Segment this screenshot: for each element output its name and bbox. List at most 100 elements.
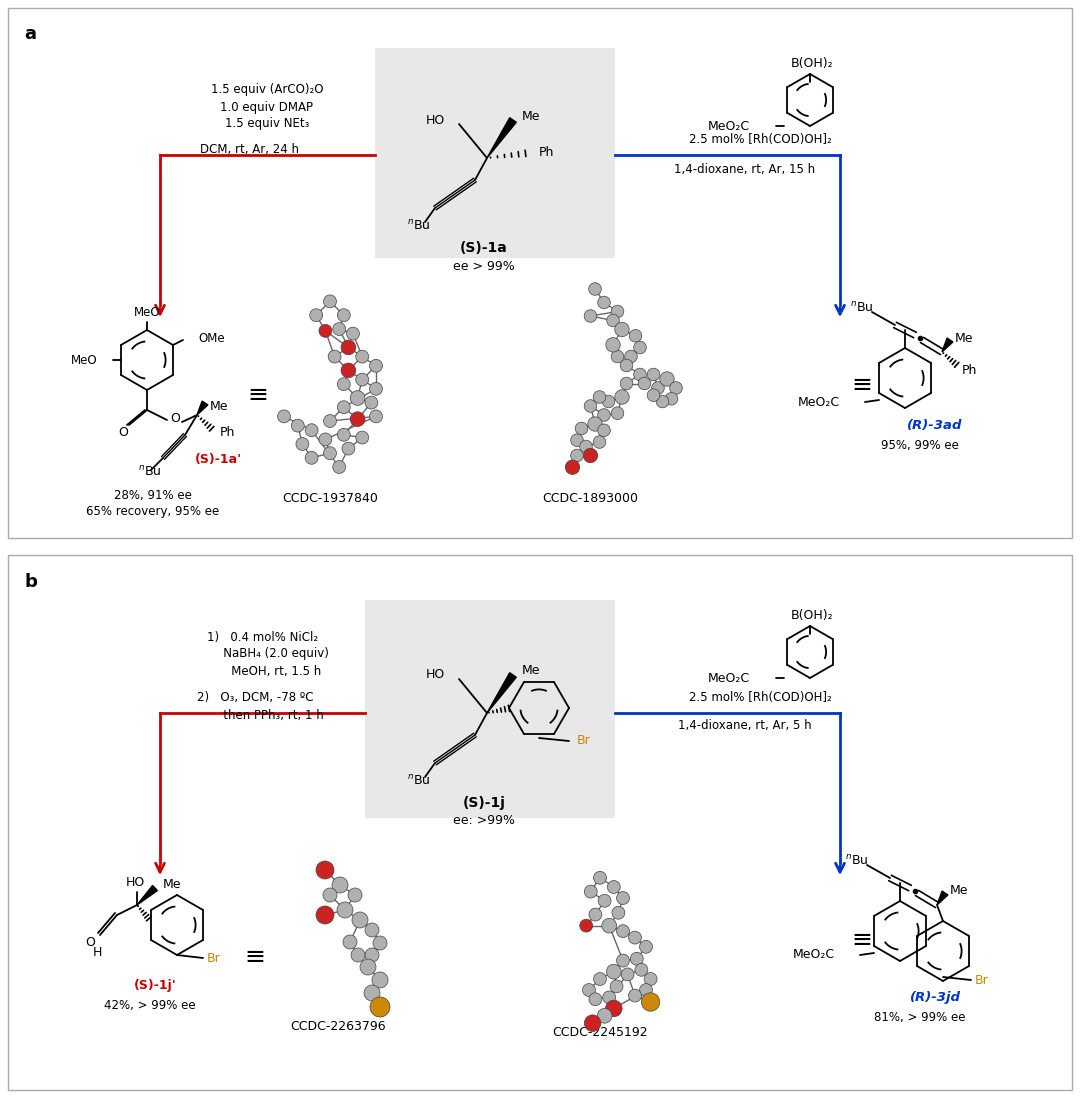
Circle shape: [342, 442, 355, 455]
Text: HO: HO: [125, 875, 145, 888]
Circle shape: [369, 410, 382, 423]
Circle shape: [323, 888, 337, 903]
Text: 1,4-dioxane, rt, Ar, 5 h: 1,4-dioxane, rt, Ar, 5 h: [678, 719, 812, 732]
Circle shape: [365, 923, 379, 937]
Text: Me: Me: [522, 665, 540, 678]
Text: MeO: MeO: [70, 354, 97, 367]
Circle shape: [319, 433, 332, 446]
Circle shape: [350, 412, 365, 426]
Circle shape: [651, 381, 664, 395]
Circle shape: [570, 450, 583, 462]
Text: O: O: [170, 411, 180, 424]
Circle shape: [615, 322, 630, 337]
Circle shape: [617, 925, 630, 938]
Text: Br: Br: [207, 951, 220, 964]
Circle shape: [365, 396, 378, 409]
Circle shape: [647, 389, 660, 401]
Circle shape: [631, 952, 644, 965]
Text: 95%, 99% ee: 95%, 99% ee: [881, 439, 959, 452]
Circle shape: [611, 407, 624, 420]
Circle shape: [337, 309, 350, 322]
Text: then PPh₃, rt, 1 h: then PPh₃, rt, 1 h: [197, 709, 323, 722]
Polygon shape: [937, 892, 948, 905]
Circle shape: [639, 984, 652, 996]
Circle shape: [612, 906, 625, 919]
Circle shape: [347, 327, 360, 341]
Text: 1.0 equiv DMAP: 1.0 equiv DMAP: [220, 100, 313, 114]
Text: H: H: [92, 946, 102, 959]
Bar: [8, 555, 1072, 1090]
Polygon shape: [197, 401, 208, 415]
Text: Ph: Ph: [220, 425, 235, 439]
Circle shape: [337, 378, 350, 390]
Text: 81%, > 99% ee: 81%, > 99% ee: [874, 1012, 966, 1025]
Circle shape: [624, 350, 637, 363]
Circle shape: [589, 908, 602, 921]
Circle shape: [324, 446, 337, 460]
Text: O: O: [118, 426, 127, 440]
Text: Me: Me: [210, 400, 229, 412]
Text: 2.5 mol% [Rh(COD)OH]₂: 2.5 mol% [Rh(COD)OH]₂: [689, 691, 832, 704]
Circle shape: [665, 392, 678, 406]
Circle shape: [635, 963, 648, 976]
Circle shape: [341, 363, 355, 378]
Text: 42%, > 99% ee: 42%, > 99% ee: [104, 998, 195, 1012]
Text: MeO₂C: MeO₂C: [798, 396, 840, 409]
Circle shape: [351, 948, 365, 962]
Circle shape: [370, 997, 390, 1017]
Text: 1.5 equiv (ArCO)₂O: 1.5 equiv (ArCO)₂O: [211, 84, 323, 97]
Text: $^n$Bu: $^n$Bu: [407, 219, 431, 233]
Text: (R)-3jd: (R)-3jd: [909, 992, 960, 1005]
Text: ee: >99%: ee: >99%: [453, 814, 515, 828]
Text: CCDC-2263796: CCDC-2263796: [291, 1020, 386, 1034]
Text: CCDC-1893000: CCDC-1893000: [542, 491, 638, 505]
Circle shape: [620, 377, 633, 390]
Circle shape: [589, 993, 602, 1006]
Text: (S)-1j: (S)-1j: [462, 796, 505, 810]
Text: HO: HO: [426, 114, 445, 127]
Circle shape: [584, 310, 597, 322]
Text: B(OH)₂: B(OH)₂: [791, 608, 834, 622]
Circle shape: [597, 296, 610, 309]
Circle shape: [593, 435, 606, 449]
Circle shape: [603, 396, 615, 408]
Text: Br: Br: [577, 735, 591, 747]
Text: (S)-1a': (S)-1a': [195, 454, 242, 466]
Bar: [375, 48, 615, 258]
Circle shape: [333, 323, 346, 335]
Circle shape: [630, 329, 642, 342]
Circle shape: [337, 401, 350, 413]
Circle shape: [644, 973, 657, 985]
Circle shape: [620, 359, 633, 371]
Circle shape: [597, 424, 610, 436]
Circle shape: [584, 885, 597, 898]
Circle shape: [372, 972, 388, 988]
Circle shape: [597, 1008, 612, 1023]
Text: NaBH₄ (2.0 equiv): NaBH₄ (2.0 equiv): [197, 648, 329, 660]
Text: Me: Me: [522, 109, 540, 122]
Circle shape: [603, 991, 616, 1004]
Circle shape: [316, 861, 334, 879]
Circle shape: [278, 410, 291, 423]
Circle shape: [348, 888, 362, 903]
Circle shape: [352, 912, 368, 928]
Circle shape: [615, 390, 630, 404]
Text: 65% recovery, 95% ee: 65% recovery, 95% ee: [86, 506, 219, 519]
Text: B(OH)₂: B(OH)₂: [791, 56, 834, 69]
Circle shape: [355, 431, 368, 444]
Circle shape: [598, 895, 611, 907]
Text: MeOH, rt, 1.5 h: MeOH, rt, 1.5 h: [205, 665, 321, 678]
Circle shape: [642, 993, 660, 1012]
Text: CCDC-1937840: CCDC-1937840: [282, 491, 378, 505]
Text: (R)-3ad: (R)-3ad: [907, 419, 962, 432]
Text: 1,4-dioxane, rt, Ar, 15 h: 1,4-dioxane, rt, Ar, 15 h: [674, 163, 815, 176]
Polygon shape: [487, 672, 516, 713]
Circle shape: [324, 295, 337, 307]
Circle shape: [580, 919, 593, 932]
Circle shape: [337, 903, 353, 918]
Text: ≡: ≡: [851, 372, 873, 397]
Circle shape: [607, 880, 620, 894]
Circle shape: [355, 350, 368, 363]
Circle shape: [584, 400, 597, 412]
Circle shape: [611, 350, 624, 363]
